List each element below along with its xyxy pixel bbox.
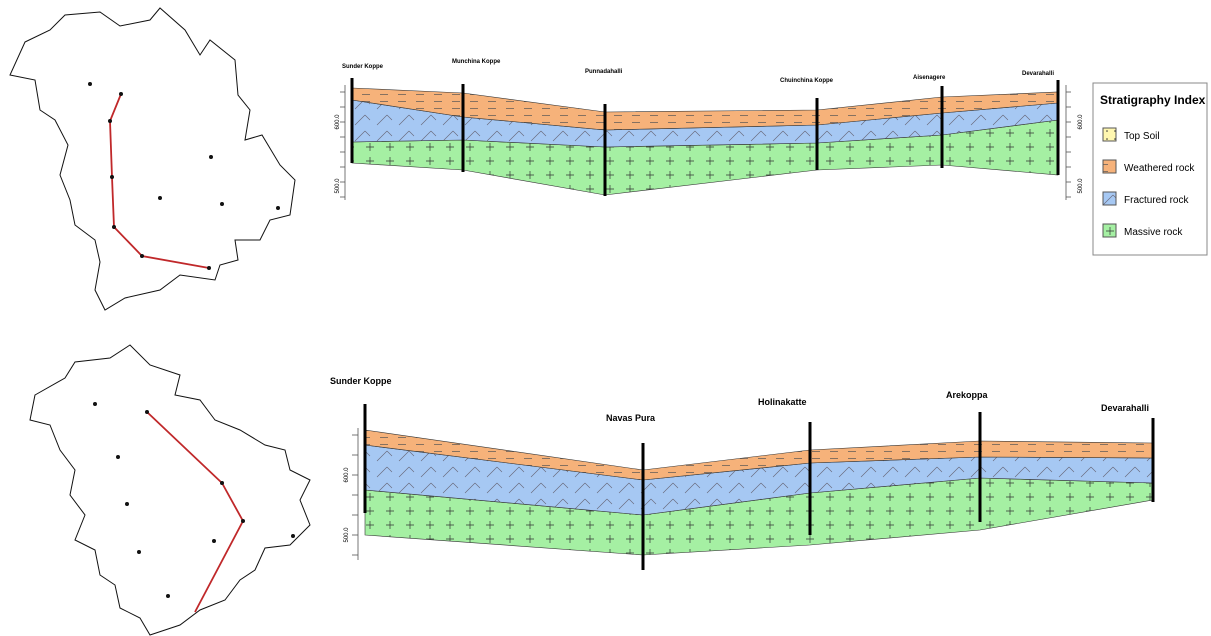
axis-label: 600.0: [344, 467, 350, 483]
borehole-label: Arekoppa: [946, 390, 989, 400]
legend-item: Top Soil: [1124, 131, 1160, 142]
borehole-label: Navas Pura: [606, 413, 656, 423]
map-bottom: [30, 345, 310, 635]
map-top: [10, 8, 295, 310]
borehole-label: Devarahalli: [1022, 71, 1054, 77]
legend-item: Weathered rock: [1124, 163, 1195, 174]
borehole-label: Holinakatte: [758, 397, 807, 407]
axis-label: 500.0: [335, 178, 341, 194]
axis-label: 500.0: [344, 527, 350, 543]
borehole-label: Sunder Koppe: [342, 64, 384, 70]
legend: Stratigraphy Index Top Soil Weathered ro…: [1093, 83, 1207, 255]
borehole-label: Punnadahalli: [585, 69, 623, 75]
axis-label: 500.0: [1078, 178, 1084, 194]
page: 600.0 500.0 600.0 500.0 Sunder Koppe Mun…: [0, 0, 1211, 636]
borehole-label: Munchina Koppe: [452, 59, 501, 65]
borehole-label: Chuinchina Koppe: [780, 78, 834, 84]
legend-item: Massive rock: [1124, 227, 1183, 238]
legend-title: Stratigraphy Index: [1100, 93, 1206, 107]
axis-label: 600.0: [335, 114, 341, 130]
cross-section-1: 600.0 500.0 600.0 500.0 Sunder Koppe Mun…: [335, 59, 1084, 200]
axis-label: 600.0: [1078, 114, 1084, 130]
borehole-label: Sunder Koppe: [330, 376, 392, 386]
borehole-label: Aisenagere: [913, 75, 946, 81]
legend-item: Fractured rock: [1124, 195, 1189, 206]
borehole-label: Devarahalli: [1101, 403, 1149, 413]
cross-section-2: 600.0 500.0 Sunder Koppe Navas Pura Holi…: [330, 376, 1153, 570]
